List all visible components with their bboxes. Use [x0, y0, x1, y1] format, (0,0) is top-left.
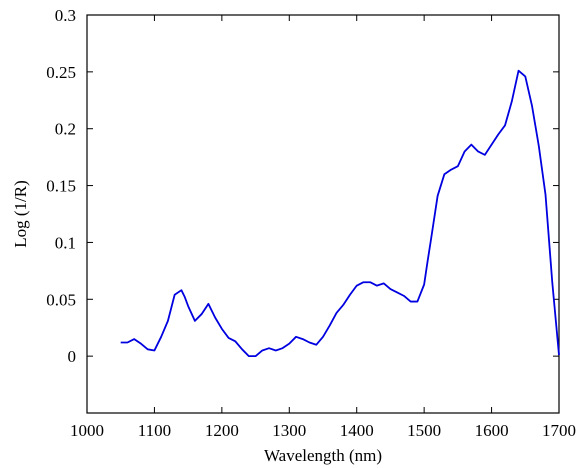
x-tick-label: 1000: [70, 421, 104, 440]
x-tick-label: 1500: [407, 421, 441, 440]
x-axis-label: Wavelength (nm): [264, 446, 382, 465]
tick-labels: 1000 1100 1200 1300 1400 1500 1600 1700 0 0.05 0.1…: [46, 6, 576, 440]
y-tick-label: 0.3: [55, 6, 76, 25]
y-tick-label: 0.25: [46, 63, 76, 82]
y-tick-label: 0.1: [55, 233, 76, 252]
series-layer: [120, 69, 560, 358]
series-line: [120, 69, 560, 358]
plot-frame: [86, 14, 560, 414]
x-tick-label: 1300: [272, 421, 306, 440]
y-tick-label: 0.15: [46, 177, 76, 196]
y-tick-label: 0.05: [46, 290, 76, 309]
x-tick-label: 1700: [542, 421, 576, 440]
x-tick-label: 1200: [205, 421, 239, 440]
x-tick-label: 1400: [340, 421, 374, 440]
y-tick-label: 0.2: [55, 120, 76, 139]
x-tick-label: 1100: [138, 421, 171, 440]
y-axis-label: Log (1/R): [11, 180, 30, 248]
ticks: [86, 14, 560, 413]
y-tick-label: 0: [68, 347, 77, 366]
x-tick-label: 1600: [475, 421, 509, 440]
